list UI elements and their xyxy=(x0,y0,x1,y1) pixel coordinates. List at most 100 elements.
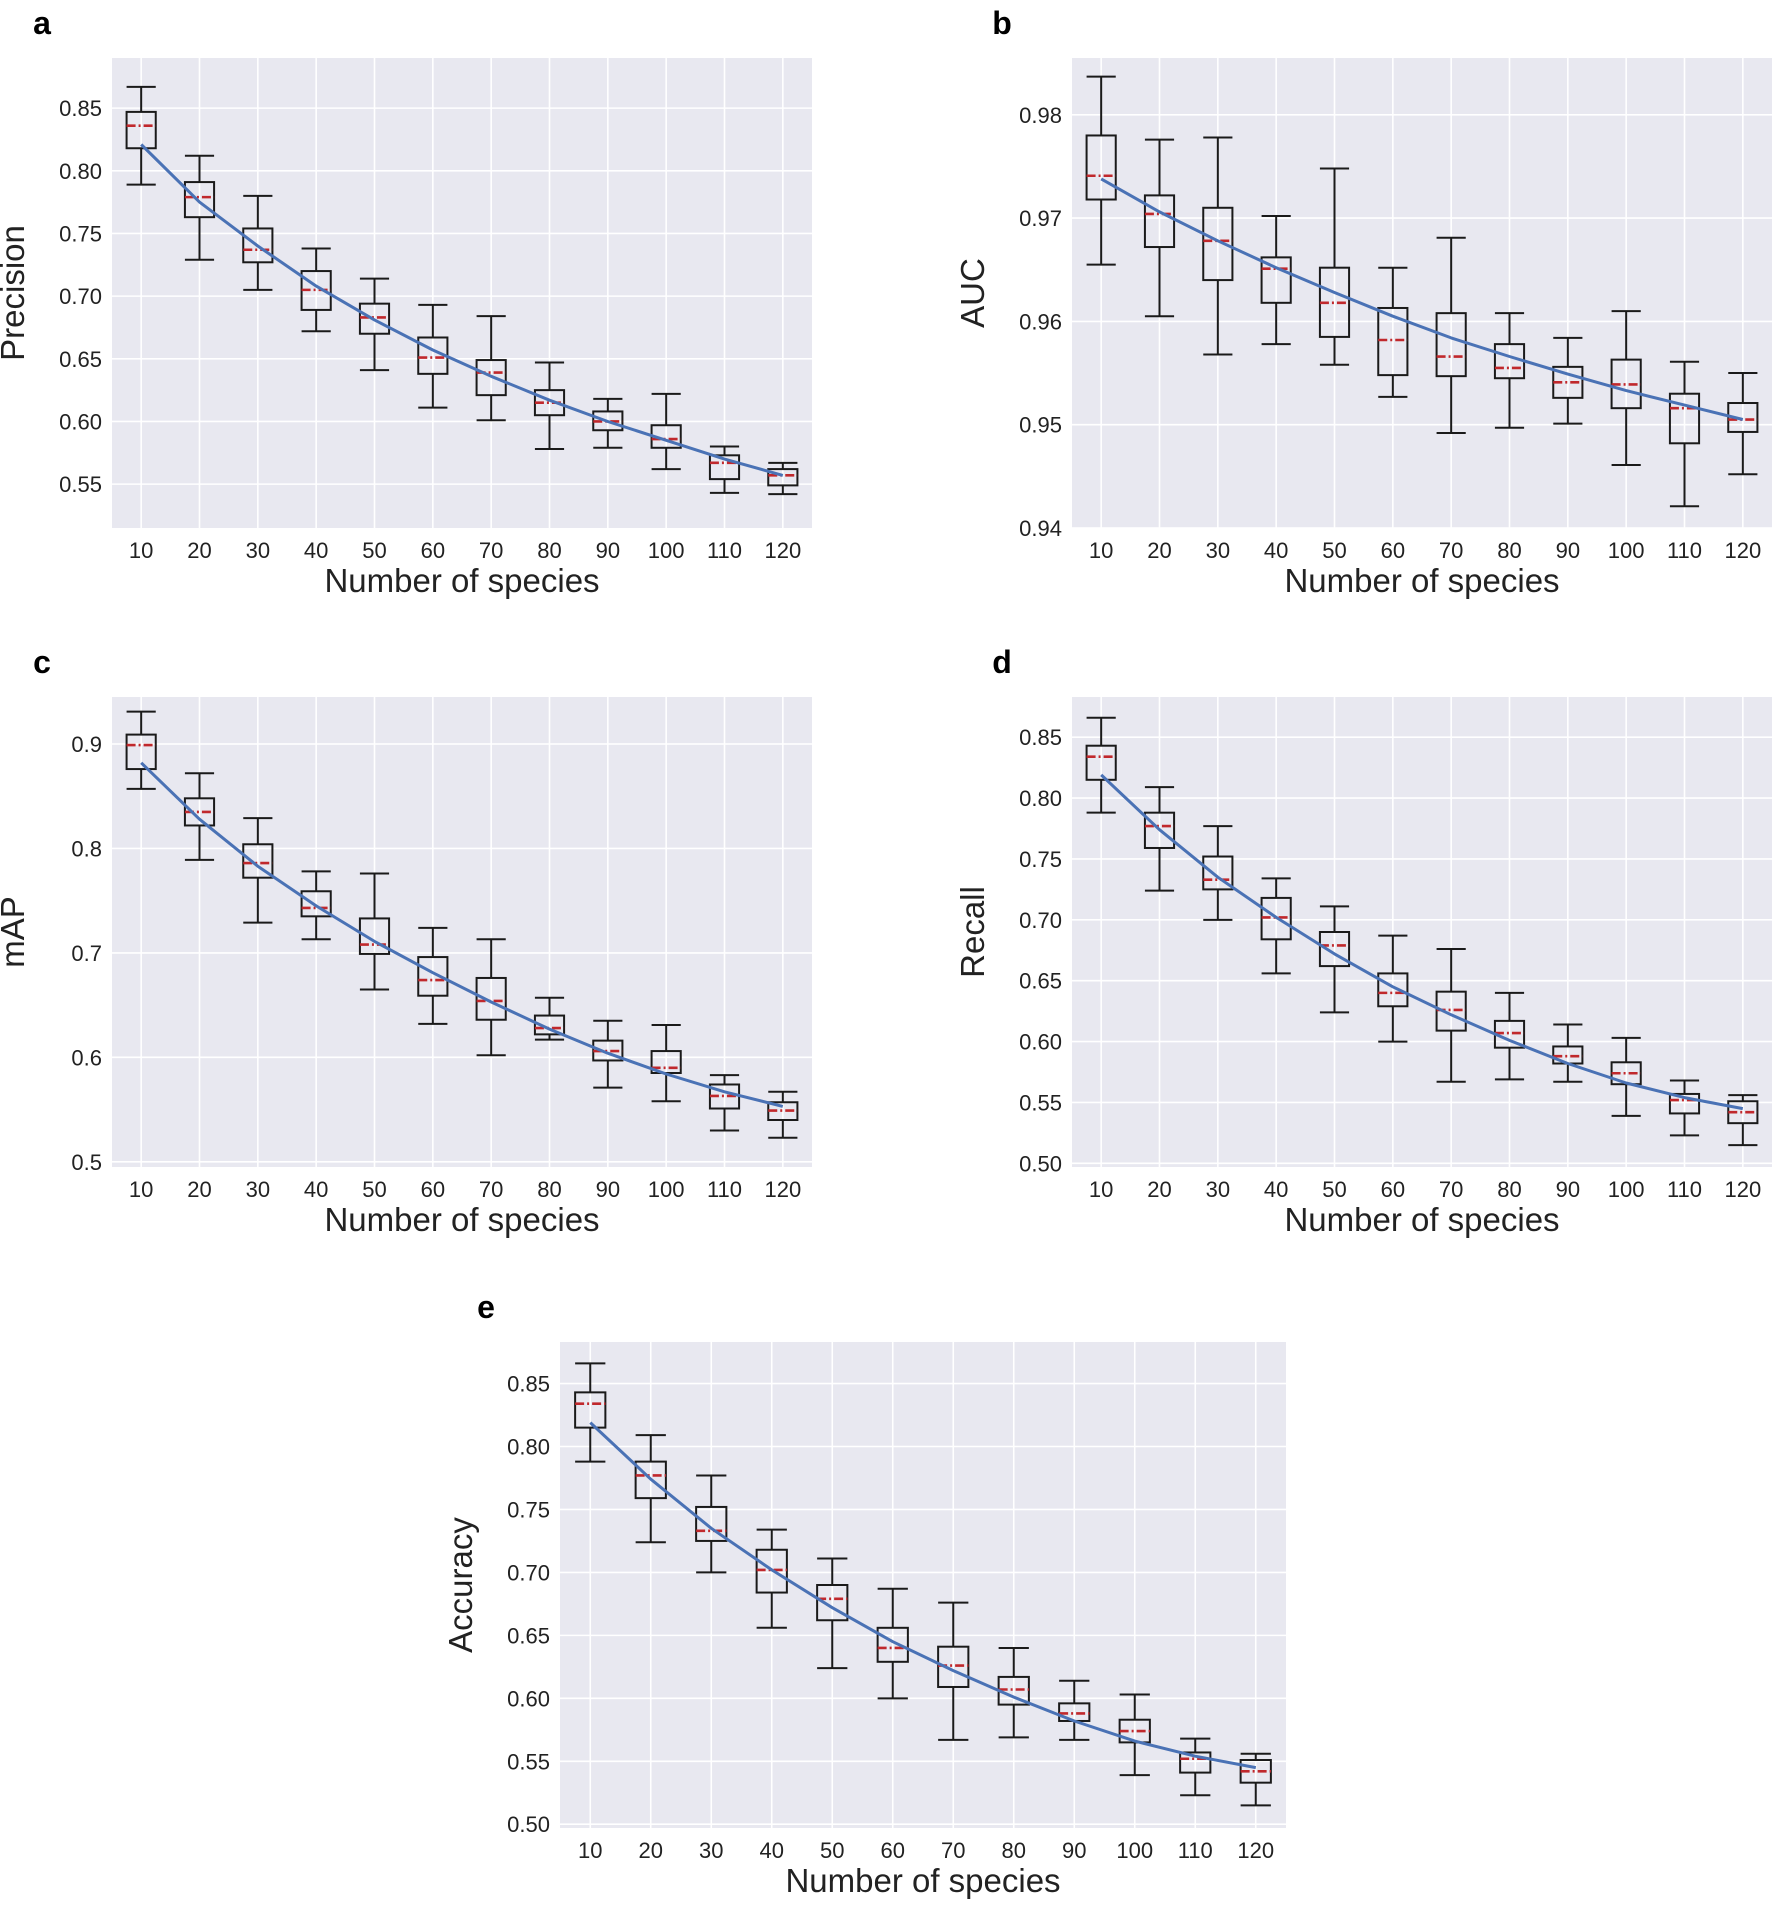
y-tick-label: 0.55 xyxy=(1019,1090,1062,1115)
box-iqr xyxy=(358,917,391,955)
box-10 xyxy=(574,1362,607,1463)
y-tick-label: 0.65 xyxy=(507,1623,550,1648)
panel-letter: e xyxy=(477,1289,495,1325)
x-tick-label: 50 xyxy=(1322,538,1346,563)
y-tick-label: 0.85 xyxy=(507,1372,550,1397)
x-axis-label: Number of species xyxy=(1284,1201,1559,1238)
x-tick-label: 100 xyxy=(1608,1177,1645,1202)
box-10 xyxy=(125,85,157,186)
box-40 xyxy=(1260,215,1292,346)
trend-line xyxy=(140,761,784,1108)
box-30 xyxy=(242,194,274,291)
box-iqr xyxy=(300,890,332,918)
y-tick-label: 0.60 xyxy=(507,1686,550,1711)
y-tick-label: 0.70 xyxy=(59,284,102,309)
x-tick-label: 90 xyxy=(1062,1838,1086,1863)
y-tick-label: 0.65 xyxy=(59,347,102,372)
box-iqr xyxy=(242,227,274,264)
y-tick-label: 0.75 xyxy=(507,1497,550,1522)
y-tick-label: 0.95 xyxy=(1019,413,1062,438)
box-80 xyxy=(533,996,566,1041)
y-tick-label: 0.7 xyxy=(71,941,102,966)
box-30 xyxy=(242,817,274,924)
y-tick-label: 0.55 xyxy=(59,472,102,497)
box-40 xyxy=(755,1528,788,1629)
x-axis-label: Number of species xyxy=(324,1201,599,1238)
x-tick-label: 90 xyxy=(596,1177,620,1202)
box-10 xyxy=(125,710,157,790)
panel-letter: a xyxy=(33,5,51,41)
y-axis-label: Accuracy xyxy=(442,1517,479,1653)
x-tick-label: 80 xyxy=(1497,1177,1521,1202)
box-iqr xyxy=(1377,306,1409,377)
box-20 xyxy=(183,772,216,861)
box-iqr xyxy=(1143,811,1176,849)
box-40 xyxy=(300,247,332,333)
box-50 xyxy=(358,872,391,991)
x-tick-label: 10 xyxy=(1089,538,1113,563)
box-20 xyxy=(1143,786,1176,892)
panel-letter: b xyxy=(992,5,1012,41)
box-100 xyxy=(650,1023,682,1103)
y-tick-label: 0.75 xyxy=(59,221,102,246)
box-iqr xyxy=(1179,1751,1212,1774)
box-50 xyxy=(358,277,391,372)
x-tick-label: 90 xyxy=(1556,538,1580,563)
plot-area xyxy=(560,1342,1286,1828)
plot-area xyxy=(112,58,812,528)
plot-area xyxy=(1072,697,1772,1167)
box-90 xyxy=(1058,1679,1091,1741)
box-20 xyxy=(1143,138,1176,318)
x-tick-label: 80 xyxy=(537,538,561,563)
y-tick-label: 0.60 xyxy=(59,409,102,434)
x-tick-label: 40 xyxy=(304,1177,328,1202)
box-iqr xyxy=(1377,972,1409,1008)
box-iqr xyxy=(1085,134,1117,201)
y-tick-label: 0.85 xyxy=(1019,725,1062,750)
box-120 xyxy=(1239,1752,1272,1807)
trend-line xyxy=(1100,773,1744,1111)
x-tick-label: 70 xyxy=(479,1177,503,1202)
x-axis-label: Number of species xyxy=(1284,562,1559,599)
panel-b: 0.94 0.95 0.96 0.97 0.98 10 20 30 40 50 60 70 80 90 10… xyxy=(954,5,1772,599)
box-90 xyxy=(592,1019,624,1089)
y-tick-label: 0.50 xyxy=(1019,1151,1062,1176)
box-50 xyxy=(1318,167,1351,366)
x-tick-label: 10 xyxy=(129,1177,153,1202)
y-tick-label: 0.8 xyxy=(71,836,102,861)
box-60 xyxy=(1377,266,1409,398)
box-70 xyxy=(1435,236,1467,434)
y-tick-label: 0.98 xyxy=(1019,103,1062,128)
x-tick-label: 110 xyxy=(1667,538,1702,563)
x-tick-label: 90 xyxy=(596,538,620,563)
y-tick-label: 0.97 xyxy=(1019,206,1062,231)
x-tick-label: 80 xyxy=(1497,538,1521,563)
y-tick-label: 0.9 xyxy=(71,732,102,757)
x-tick-label: 50 xyxy=(362,1177,386,1202)
box-30 xyxy=(1202,825,1234,921)
box-10 xyxy=(1085,716,1117,814)
box-50 xyxy=(1318,905,1351,1014)
box-80 xyxy=(997,1646,1030,1739)
box-80 xyxy=(1493,312,1526,429)
box-iqr xyxy=(417,956,449,997)
y-axis-label: AUC xyxy=(954,258,991,328)
x-axis-label: Number of species xyxy=(785,1862,1060,1899)
trend-line xyxy=(589,1421,1257,1770)
box-iqr xyxy=(1202,206,1234,282)
x-tick-label: 50 xyxy=(362,538,386,563)
trend-line xyxy=(1100,177,1744,421)
y-tick-label: 0.80 xyxy=(507,1435,550,1460)
box-iqr xyxy=(695,1505,728,1542)
x-tick-label: 110 xyxy=(1178,1838,1213,1863)
box-iqr xyxy=(1260,256,1292,304)
plot-area xyxy=(1072,58,1772,528)
y-tick-label: 0.5 xyxy=(71,1150,102,1175)
y-tick-label: 0.60 xyxy=(1019,1030,1062,1055)
box-iqr xyxy=(708,454,741,481)
panel-c: 0.5 0.6 0.7 0.8 0.9 10 20 30 40 50 60 70 80 90 100 110 1… xyxy=(0,644,812,1238)
box-10 xyxy=(1085,75,1117,266)
box-iqr xyxy=(634,1460,667,1500)
x-tick-label: 20 xyxy=(1147,1177,1171,1202)
